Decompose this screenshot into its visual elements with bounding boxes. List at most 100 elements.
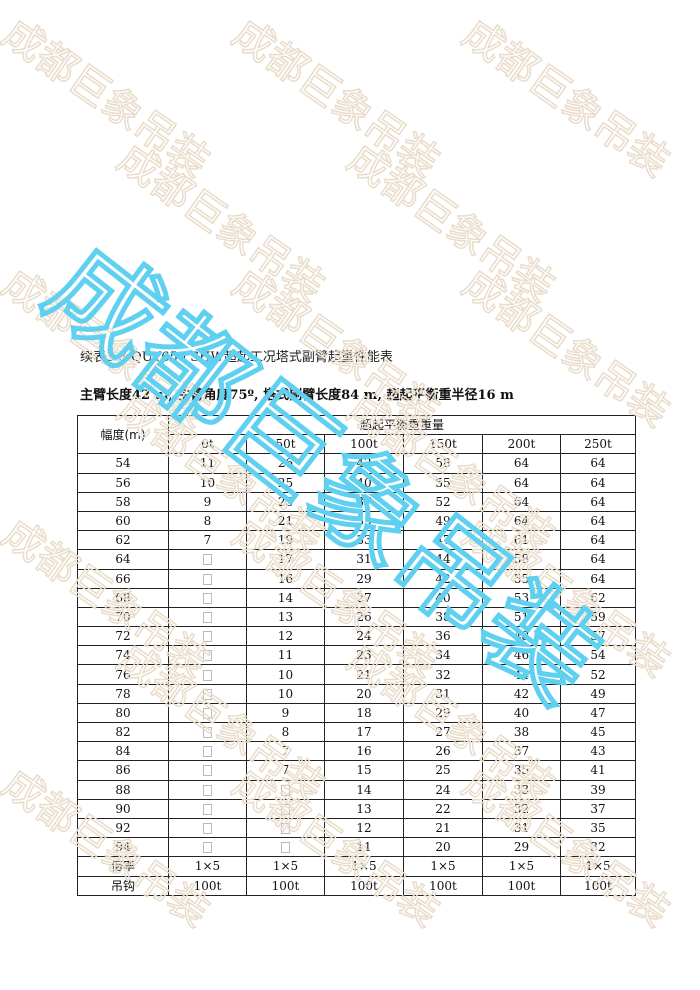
capacity-cell: 64 xyxy=(482,510,561,532)
table-row: 94 11 20 29 32 xyxy=(77,837,636,858)
capacity-cell: 33 xyxy=(324,530,404,551)
capacity-cell: 12 xyxy=(246,626,325,647)
capacity-cell: 52 xyxy=(403,491,483,512)
capacity-cell: 34 xyxy=(403,645,483,666)
capacity-cell: 35 xyxy=(560,817,636,839)
empty-box-icon xyxy=(203,707,212,719)
hook-cell: 100t xyxy=(403,875,483,896)
empty-cell xyxy=(246,837,325,858)
hook-cell: 100t xyxy=(324,875,404,896)
capacity-cell: 64 xyxy=(560,549,636,570)
radius-cell: 68 xyxy=(77,587,169,608)
capacity-cell: 32 xyxy=(403,664,483,685)
capacity-cell: 18 xyxy=(324,702,404,724)
hook-row: 吊钩 100t 100t 100t 100t 100t 100t xyxy=(77,875,636,896)
empty-box-icon xyxy=(203,803,212,815)
empty-cell xyxy=(168,626,247,647)
table-row: 64 17 31 44 58 64 xyxy=(77,549,636,570)
capacity-cell: 39 xyxy=(560,779,636,800)
empty-cell xyxy=(168,779,247,800)
table-row: 84 7 16 26 37 43 xyxy=(77,741,636,762)
capacity-cell: 58 xyxy=(482,549,561,570)
capacity-cell: 38 xyxy=(403,606,483,628)
table-row: 86 7 15 25 35 41 xyxy=(77,760,636,781)
capacity-cell: 31 xyxy=(403,683,483,704)
capacity-cell: 54 xyxy=(560,645,636,666)
empty-box-icon xyxy=(203,842,212,854)
column-header-100t: 100t xyxy=(324,434,404,455)
capacity-cell: 27 xyxy=(324,587,404,608)
capacity-cell: 23 xyxy=(246,491,325,512)
capacity-cell: 12 xyxy=(324,817,404,839)
capacity-cell: 64 xyxy=(482,491,561,512)
capacity-cell: 59 xyxy=(560,606,636,628)
column-header-0t: 0t xyxy=(168,434,247,455)
empty-cell xyxy=(168,549,247,570)
table-row: 74 11 23 34 46 54 xyxy=(77,645,636,666)
reeving-label: 倍率 xyxy=(77,856,169,877)
capacity-cell: 31 xyxy=(482,817,561,839)
capacity-cell: 31 xyxy=(324,549,404,570)
capacity-cell: 26 xyxy=(246,453,325,474)
empty-cell xyxy=(168,645,247,666)
empty-cell xyxy=(168,683,247,704)
capacity-cell: 11 xyxy=(246,645,325,666)
capacity-cell: 13 xyxy=(324,798,404,819)
capacity-cell: 17 xyxy=(324,721,404,743)
radius-cell: 84 xyxy=(77,741,169,762)
capacity-cell: 8 xyxy=(246,721,325,743)
capacity-cell: 38 xyxy=(482,721,561,743)
capacity-cell: 64 xyxy=(560,491,636,512)
empty-box-icon xyxy=(203,784,212,796)
reeving-cell: 1×5 xyxy=(246,856,325,877)
empty-cell xyxy=(168,760,247,781)
table-row: 82 8 17 27 38 45 xyxy=(77,721,636,743)
capacity-cell: 33 xyxy=(482,779,561,800)
capacity-cell: 20 xyxy=(324,683,404,704)
empty-box-icon xyxy=(281,803,290,815)
capacity-cell: 7 xyxy=(246,760,325,781)
capacity-cell: 64 xyxy=(560,530,636,551)
hook-cell: 100t xyxy=(246,875,325,896)
capacity-cell: 46 xyxy=(482,645,561,666)
capacity-cell: 21 xyxy=(324,664,404,685)
capacity-cell: 13 xyxy=(246,606,325,628)
reeving-cell: 1×5 xyxy=(324,856,404,877)
capacity-cell: 64 xyxy=(560,472,636,493)
capacity-cell: 64 xyxy=(482,453,561,474)
capacity-cell: 47 xyxy=(560,702,636,724)
radius-cell: 72 xyxy=(77,626,169,647)
capacity-cell: 21 xyxy=(403,817,483,839)
capacity-cell: 29 xyxy=(324,568,404,589)
empty-cell xyxy=(168,817,247,839)
capacity-cell: 10 xyxy=(246,664,325,685)
radius-cell: 88 xyxy=(77,779,169,800)
column-header-150t: 150t xyxy=(403,434,483,455)
empty-box-icon xyxy=(203,669,212,681)
radius-cell: 76 xyxy=(77,664,169,685)
empty-box-icon xyxy=(203,650,212,662)
capacity-cell: 40 xyxy=(403,587,483,608)
empty-box-icon xyxy=(203,573,212,585)
table-row: 58 9 23 37 52 64 64 xyxy=(77,491,636,512)
hook-cell: 100t xyxy=(560,875,636,896)
table-row: 80 9 18 29 40 47 xyxy=(77,702,636,724)
capacity-cell: 32 xyxy=(560,837,636,858)
hook-cell: 100t xyxy=(168,875,247,896)
radius-cell: 64 xyxy=(77,549,169,570)
table-row: 68 14 27 40 53 62 xyxy=(77,587,636,608)
capacity-cell: 64 xyxy=(560,568,636,589)
capacity-cell: 7 xyxy=(168,530,247,551)
empty-cell xyxy=(246,798,325,819)
table-row: 90 13 22 32 37 xyxy=(77,798,636,819)
radius-cell: 78 xyxy=(77,683,169,704)
table-subtitle: 主臂长度42 m, 主臂角度75º, 塔式副臂长度84 m, 超起平衡重半径16… xyxy=(80,388,514,403)
capacity-cell: 8 xyxy=(168,510,247,532)
capacity-cell: 11 xyxy=(168,453,247,474)
capacity-cell: 42 xyxy=(482,683,561,704)
column-header-50t: 50t xyxy=(246,434,325,455)
table-row: 60 8 21 35 49 64 64 xyxy=(77,510,636,532)
capacity-cell: 24 xyxy=(403,779,483,800)
empty-box-icon xyxy=(203,631,212,643)
empty-box-icon xyxy=(203,688,212,700)
